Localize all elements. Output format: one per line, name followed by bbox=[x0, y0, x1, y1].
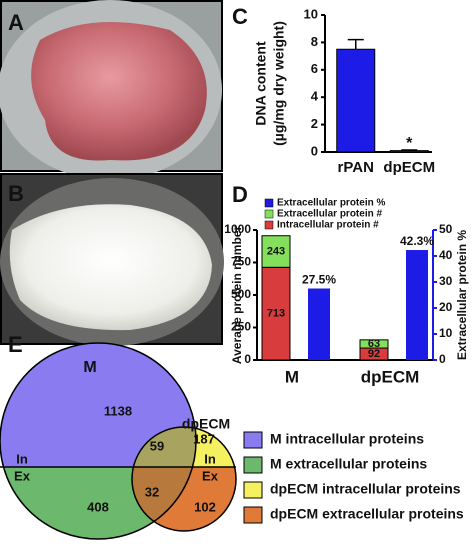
y-axis-label: (µg/mg dry weight) bbox=[271, 21, 287, 146]
y2-tick-label: 0 bbox=[439, 352, 446, 366]
photo-a bbox=[0, 0, 223, 180]
set-label: dpECM bbox=[182, 416, 230, 432]
legend-label: dpECM intracellular proteins bbox=[270, 481, 461, 497]
legend-label: Extracellular protein # bbox=[277, 209, 382, 220]
y-axis-label: DNA content bbox=[253, 41, 269, 126]
panel-label: A bbox=[8, 10, 24, 35]
venn-count: 102 bbox=[194, 499, 216, 514]
venn-region bbox=[132, 427, 196, 467]
panel-label: B bbox=[8, 181, 24, 206]
venn-count: 32 bbox=[145, 484, 159, 499]
value-label: 27.5% bbox=[302, 273, 336, 287]
y2-tick-label: 40 bbox=[439, 248, 453, 262]
legend-swatch bbox=[243, 431, 263, 449]
bar bbox=[308, 288, 330, 360]
y-tick-label: 10 bbox=[304, 6, 318, 21]
y-axis-label: Average protein number bbox=[230, 226, 244, 365]
venn-count: 1138 bbox=[104, 403, 132, 418]
legend-label: M intracellular proteins bbox=[270, 431, 424, 447]
bar bbox=[406, 250, 428, 360]
x-tick-label: M bbox=[285, 367, 299, 386]
x-tick-label: dpECM bbox=[361, 367, 420, 386]
legend-label: dpECM extracellular proteins bbox=[270, 506, 464, 522]
y-tick-label: 0 bbox=[244, 352, 251, 366]
legend-label: M extracellular proteins bbox=[270, 456, 427, 472]
bar-segment bbox=[261, 235, 291, 268]
value-label: 243 bbox=[267, 245, 285, 257]
split-label: Ex bbox=[14, 468, 31, 483]
value-label: 42.3% bbox=[400, 234, 434, 248]
x-tick-label: dpECM bbox=[383, 159, 435, 176]
bar-segment bbox=[359, 339, 389, 349]
y-tick-label: 6 bbox=[311, 61, 318, 76]
panel-label: E bbox=[8, 332, 23, 357]
split-label: Ex bbox=[202, 468, 219, 483]
value-label: 713 bbox=[267, 308, 285, 320]
venn-region bbox=[132, 467, 196, 531]
set-label: M bbox=[83, 359, 96, 376]
bar bbox=[336, 48, 376, 153]
panel-label: C bbox=[232, 4, 248, 29]
photo-b bbox=[0, 173, 224, 346]
y-tick-label: 250 bbox=[231, 320, 251, 334]
y-tick-label: 1000 bbox=[224, 222, 251, 236]
y2-tick-label: 30 bbox=[439, 274, 453, 288]
legend-swatch bbox=[243, 506, 263, 524]
panel-label: D bbox=[232, 182, 248, 207]
value-label: 92 bbox=[368, 348, 380, 360]
value-label: 63 bbox=[368, 338, 380, 350]
legend-swatch bbox=[264, 220, 274, 230]
y2-tick-label: 20 bbox=[439, 300, 453, 314]
venn-outline bbox=[131, 426, 237, 532]
split-label: In bbox=[204, 451, 216, 466]
legend-swatch bbox=[243, 481, 263, 499]
split-label: In bbox=[16, 451, 28, 466]
y-tick-label: 0 bbox=[311, 143, 318, 158]
bar-segment bbox=[261, 266, 291, 361]
legend-swatch bbox=[243, 456, 263, 474]
y2-tick-label: 10 bbox=[439, 326, 453, 340]
venn-overlap-in bbox=[132, 427, 196, 467]
venn-overlap-ex bbox=[132, 467, 196, 531]
x-tick-label: rPAN bbox=[338, 159, 374, 176]
annotation: * bbox=[406, 135, 413, 152]
y-tick-label: 4 bbox=[311, 89, 319, 104]
venn-outline bbox=[0, 342, 197, 540]
y2-tick-label: 50 bbox=[439, 222, 453, 236]
y-tick-label: 500 bbox=[231, 287, 251, 301]
y-tick-label: 8 bbox=[311, 34, 318, 49]
legend-swatch bbox=[264, 198, 274, 208]
legend-swatch bbox=[264, 209, 274, 219]
y-tick-label: 2 bbox=[311, 116, 318, 131]
venn-count: 59 bbox=[150, 438, 164, 453]
y-tick-label: 750 bbox=[231, 255, 251, 269]
y2-axis-label: Extracellular protein % bbox=[455, 230, 469, 360]
legend-label: Extracellular protein % bbox=[277, 198, 385, 209]
venn-overlap bbox=[132, 427, 196, 531]
venn-count: 187 bbox=[193, 431, 215, 446]
legend-label: Intracellular protein # bbox=[277, 220, 379, 231]
venn-count: 408 bbox=[87, 499, 109, 514]
